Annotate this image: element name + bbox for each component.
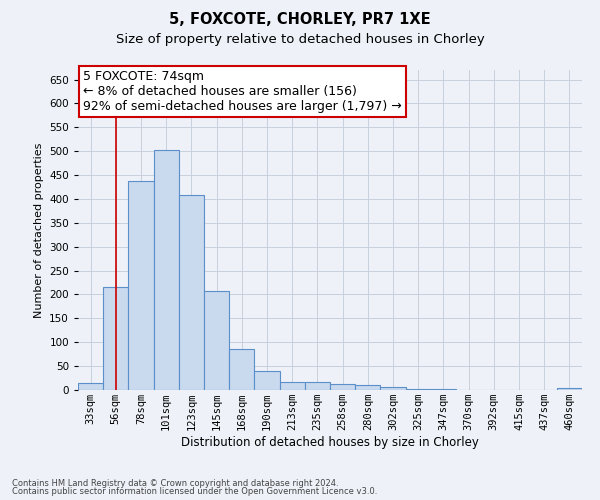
Y-axis label: Number of detached properties: Number of detached properties <box>34 142 44 318</box>
Bar <box>557 388 582 390</box>
Text: 5 FOXCOTE: 74sqm
← 8% of detached houses are smaller (156)
92% of semi-detached : 5 FOXCOTE: 74sqm ← 8% of detached houses… <box>83 70 402 113</box>
Bar <box>204 291 229 390</box>
Bar <box>128 182 154 390</box>
Bar <box>330 384 355 390</box>
Bar <box>380 387 406 390</box>
Text: Contains HM Land Registry data © Crown copyright and database right 2024.: Contains HM Land Registry data © Crown c… <box>12 478 338 488</box>
Bar <box>254 371 280 390</box>
Bar <box>103 288 128 390</box>
Bar <box>355 385 380 390</box>
Bar <box>280 382 305 390</box>
Bar <box>305 382 330 390</box>
Bar <box>229 350 254 390</box>
X-axis label: Distribution of detached houses by size in Chorley: Distribution of detached houses by size … <box>181 436 479 449</box>
Bar <box>78 383 103 390</box>
Bar <box>431 389 456 390</box>
Bar <box>406 389 431 390</box>
Bar <box>179 195 204 390</box>
Bar <box>154 150 179 390</box>
Text: Contains public sector information licensed under the Open Government Licence v3: Contains public sector information licen… <box>12 487 377 496</box>
Text: 5, FOXCOTE, CHORLEY, PR7 1XE: 5, FOXCOTE, CHORLEY, PR7 1XE <box>169 12 431 28</box>
Text: Size of property relative to detached houses in Chorley: Size of property relative to detached ho… <box>116 32 484 46</box>
